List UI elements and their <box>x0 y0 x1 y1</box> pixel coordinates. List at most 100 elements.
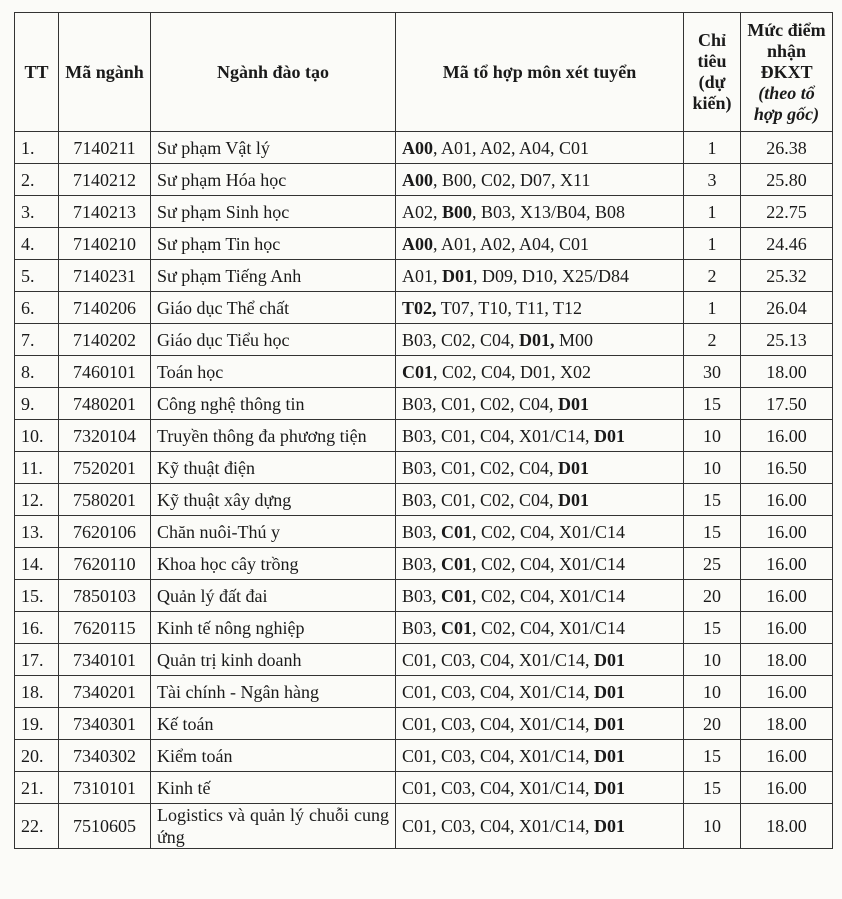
text-part: Mã ngành <box>65 61 144 82</box>
major-code: 7620106 <box>58 515 151 548</box>
text-part: D01 <box>594 816 626 836</box>
table-row: 17. 7340101 Quản trị kinh doanh C01, C03, C… <box>14 643 833 676</box>
table-row: 8. 7460101 Toán học C01, C02, C04, D01, X02… <box>14 355 833 388</box>
quota: 1 <box>683 195 741 228</box>
score-header: Mức điểm nhận ĐKXT (theo tổ hợp gốc) <box>740 12 833 132</box>
text-part: Mức điểm nhận ĐKXT <box>747 19 831 82</box>
row-number: 14. <box>14 547 59 580</box>
text-part: D01 <box>594 649 626 670</box>
subject-combination: C01, C03, C04, X01/C14, D01 <box>395 643 684 676</box>
header-row: TT Mã ngành Ngành đào tạo Mã tổ hợp môn xét… <box>14 12 833 132</box>
subject-combination: A02, B00, B03, X13/B04, B08 <box>395 195 684 228</box>
quota: 10 <box>683 451 741 484</box>
score: 17.50 <box>740 387 833 420</box>
text-part: Mã tổ hợp môn xét tuyển <box>442 61 637 82</box>
score: 16.00 <box>740 515 833 548</box>
text-part: D01 <box>594 713 626 734</box>
text-part: B03, <box>402 585 442 606</box>
quota: 15 <box>683 515 741 548</box>
text-part: C01, C03, C04, X01/C14, <box>402 649 595 670</box>
text-part: B03, C01, C04, X01/C14, <box>402 425 595 446</box>
major-name: Sư phạm Vật lý <box>150 131 396 164</box>
row-number: 19. <box>14 707 59 740</box>
row-number: 6. <box>14 291 59 324</box>
score: 26.38 <box>740 131 833 164</box>
row-number: 18. <box>14 675 59 708</box>
text-part: A02, <box>402 201 442 222</box>
major-name: Sư phạm Sinh học <box>150 195 396 228</box>
table-row: 7. 7140202 Giáo dục Tiểu học B03, C02, C04,… <box>14 323 833 356</box>
text-part: D01 <box>594 745 626 766</box>
row-number: 21. <box>14 771 59 804</box>
text-part: C01, C03, C04, X01/C14, <box>402 816 595 836</box>
subject-combination: T02, T07, T10, T11, T12 <box>395 291 684 324</box>
score: 24.46 <box>740 227 833 260</box>
subject-combination: B03, C01, C02, C04, D01 <box>395 451 684 484</box>
text-part: (theo tổ hợp gốc) <box>753 82 820 124</box>
row-number: 13. <box>14 515 59 548</box>
major-code: 7340201 <box>58 675 151 708</box>
score: 25.80 <box>740 163 833 196</box>
subject-combination: C01, C03, C04, X01/C14, D01 <box>395 675 684 708</box>
text-part: D01 <box>442 265 473 286</box>
subject-combination: B03, C01, C02, C04, X01/C14 <box>395 611 684 644</box>
score: 25.32 <box>740 259 833 292</box>
table-row: 18. 7340201 Tài chính - Ngân hàng C01, C03,… <box>14 675 833 708</box>
major-code: 7310101 <box>58 771 151 804</box>
table-row: 14. 7620110 Khoa học cây trồng B03, C01, C0… <box>14 547 833 580</box>
text-part: C01 <box>441 585 473 606</box>
quota: 10 <box>683 803 741 849</box>
score: 18.00 <box>740 643 833 676</box>
quota: 15 <box>683 611 741 644</box>
quota: 10 <box>683 643 741 676</box>
text-part: B03, C02, C04, <box>402 329 520 350</box>
text-part: D01 <box>594 425 626 446</box>
text-part: D01 <box>594 681 626 702</box>
text-part: B03, C01, C02, C04, <box>402 489 559 510</box>
text-part: , A01, A02, A04, C01 <box>433 137 590 158</box>
major-code: 7140210 <box>58 227 151 260</box>
quota: 30 <box>683 355 741 388</box>
major-code: 7320104 <box>58 419 151 452</box>
table-row: 2. 7140212 Sư phạm Hóa học A00, B00, C02, D… <box>14 163 833 196</box>
row-number: 12. <box>14 483 59 516</box>
score: 18.00 <box>740 803 833 849</box>
text-part: C01, C03, C04, X01/C14, <box>402 681 595 702</box>
major-code: 7520201 <box>58 451 151 484</box>
text-part: , C02, C04, X01/C14 <box>472 521 626 542</box>
quota: 2 <box>683 323 741 356</box>
score: 16.00 <box>740 739 833 772</box>
major-name: Toán học <box>150 355 396 388</box>
text-part: C01 <box>441 617 473 638</box>
table-row: 12. 7580201 Kỹ thuật xây dựng B03, C01, C02… <box>14 483 833 516</box>
text-part: , B03, X13/B04, B08 <box>472 201 626 222</box>
major-code: 7140213 <box>58 195 151 228</box>
row-number: 5. <box>14 259 59 292</box>
major-name: Kiểm toán <box>150 739 396 772</box>
major-name: Sư phạm Hóa học <box>150 163 396 196</box>
table-row: 19. 7340301 Kế toán C01, C03, C04, X01/C14,… <box>14 707 833 740</box>
text-part: C01 <box>402 361 433 382</box>
score: 16.00 <box>740 419 833 452</box>
table-row: 20. 7340302 Kiểm toán C01, C03, C04, X01/C1… <box>14 739 833 772</box>
major-code: 7340101 <box>58 643 151 676</box>
row-number: 17. <box>14 643 59 676</box>
major-name: Công nghệ thông tin <box>150 387 396 420</box>
text-part: C01, C03, C04, X01/C14, <box>402 777 595 798</box>
text-part: TT <box>24 61 49 82</box>
text-part: B03, <box>402 617 442 638</box>
quota: 1 <box>683 291 741 324</box>
table-row: 4. 7140210 Sư phạm Tin học A00, A01, A02, A… <box>14 227 833 260</box>
major-code: 7140206 <box>58 291 151 324</box>
text-part: , D09, D10, X25/D84 <box>473 265 629 286</box>
major-name: Chăn nuôi-Thú y <box>150 515 396 548</box>
table-row: 22. 7510605 Logistics và quản lý chuỗi cun… <box>14 803 833 849</box>
text-part: , C02, C04, D01, X02 <box>433 361 592 382</box>
row-number: 2. <box>14 163 59 196</box>
quota: 3 <box>683 163 741 196</box>
subject-combination: B03, C02, C04, D01, M00 <box>395 323 684 356</box>
major-code: 7580201 <box>58 483 151 516</box>
score: 16.00 <box>740 579 833 612</box>
score: 16.00 <box>740 483 833 516</box>
subject-combination: B03, C01, C04, X01/C14, D01 <box>395 419 684 452</box>
